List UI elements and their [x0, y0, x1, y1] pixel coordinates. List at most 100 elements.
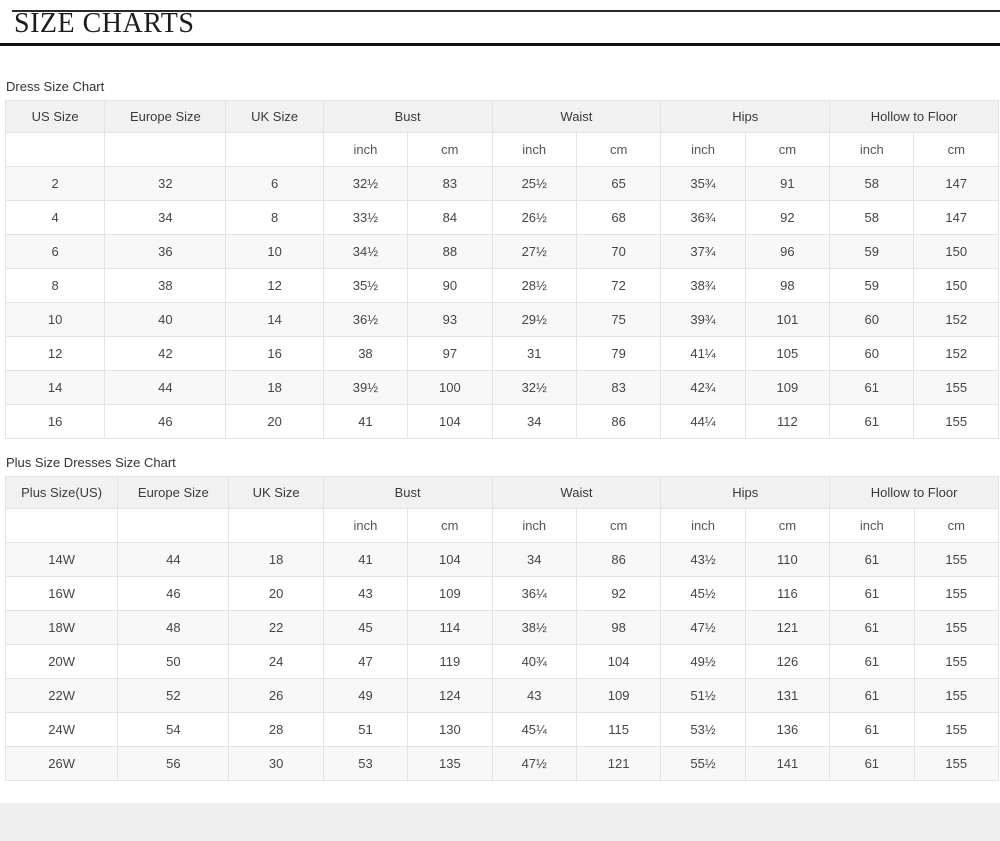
measurement-cell: 101: [744, 302, 831, 337]
unit-header-cell: cm: [744, 508, 831, 543]
measurement-cell: 41: [322, 404, 409, 439]
measurement-cell: 155: [913, 576, 999, 611]
measurement-cell: 58: [829, 166, 915, 201]
table-header-row: US Size Europe Size UK Size Bust Waist Hips Ho…: [4, 100, 999, 133]
column-header: Bust: [322, 476, 493, 509]
measurement-cell: 54: [117, 712, 230, 747]
measurement-cell: 59: [829, 234, 915, 269]
measurement-cell: 155: [913, 746, 999, 781]
size-label-cell: 8: [4, 268, 106, 303]
measurement-cell: 155: [913, 644, 999, 679]
empty-header-cell: [104, 132, 227, 167]
measurement-cell: 26: [228, 678, 324, 713]
unit-header-cell: cm: [913, 132, 999, 167]
measurement-cell: 60: [829, 336, 915, 371]
measurement-cell: 97: [407, 336, 493, 371]
column-header: Hollow to Floor: [829, 476, 999, 509]
size-label-cell: 16: [4, 404, 106, 439]
measurement-cell: 86: [575, 542, 662, 577]
measurement-cell: 10: [225, 234, 324, 269]
measurement-cell: 34: [491, 542, 577, 577]
column-header: UK Size: [225, 100, 324, 133]
unit-header-cell: cm: [744, 132, 831, 167]
unit-header-cell: inch: [322, 508, 409, 543]
column-header: Hollow to Floor: [829, 100, 999, 133]
unit-header-cell: cm: [575, 508, 662, 543]
measurement-cell: 61: [829, 746, 915, 781]
measurement-cell: 109: [407, 576, 493, 611]
measurement-cell: 109: [744, 370, 831, 405]
column-header: Waist: [491, 476, 662, 509]
measurement-cell: 26½: [491, 200, 577, 235]
measurement-cell: 32½: [322, 166, 409, 201]
measurement-cell: 83: [407, 166, 493, 201]
table-row: 16 46 20 41 104 34 86 44¼ 112 61 155: [4, 404, 999, 439]
measurement-cell: 84: [407, 200, 493, 235]
measurement-cell: 147: [913, 200, 999, 235]
size-label-cell: 14W: [4, 542, 119, 577]
measurement-cell: 155: [913, 542, 999, 577]
measurement-cell: 124: [407, 678, 493, 713]
measurement-cell: 44: [117, 542, 230, 577]
measurement-cell: 55½: [660, 746, 746, 781]
measurement-cell: 28: [228, 712, 324, 747]
measurement-cell: 52: [117, 678, 230, 713]
measurement-cell: 61: [829, 610, 915, 645]
measurement-cell: 36¼: [491, 576, 577, 611]
unit-header-row: inch cm inch cm inch cm inch cm: [4, 132, 999, 167]
measurement-cell: 16: [225, 336, 324, 371]
measurement-cell: 34: [491, 404, 577, 439]
measurement-cell: 14: [225, 302, 324, 337]
measurement-cell: 59: [829, 268, 915, 303]
measurement-cell: 65: [575, 166, 662, 201]
measurement-cell: 152: [913, 336, 999, 371]
measurement-cell: 49: [322, 678, 409, 713]
size-label-cell: 22W: [4, 678, 119, 713]
empty-header-cell: [4, 132, 106, 167]
measurement-cell: 86: [575, 404, 662, 439]
measurement-cell: 60: [829, 302, 915, 337]
measurement-cell: 58: [829, 200, 915, 235]
column-header: Hips: [660, 476, 831, 509]
unit-header-cell: inch: [660, 508, 746, 543]
measurement-cell: 70: [575, 234, 662, 269]
unit-header-cell: inch: [660, 132, 746, 167]
unit-header-cell: cm: [575, 132, 662, 167]
empty-header-cell: [117, 508, 230, 543]
empty-header-cell: [228, 508, 324, 543]
measurement-cell: 119: [407, 644, 493, 679]
measurement-cell: 104: [407, 404, 493, 439]
measurement-cell: 37¾: [660, 234, 746, 269]
measurement-cell: 38¾: [660, 268, 746, 303]
measurement-cell: 32: [104, 166, 227, 201]
measurement-cell: 18: [228, 542, 324, 577]
empty-header-cell: [225, 132, 324, 167]
measurement-cell: 34: [104, 200, 227, 235]
size-label-cell: 12: [4, 336, 106, 371]
size-label-cell: 20W: [4, 644, 119, 679]
page-title: SIZE CHARTS: [14, 8, 195, 39]
measurement-cell: 20: [225, 404, 324, 439]
measurement-cell: 6: [225, 166, 324, 201]
measurement-cell: 38½: [491, 610, 577, 645]
measurement-cell: 98: [575, 610, 662, 645]
measurement-cell: 92: [744, 200, 831, 235]
plus-size-chart-caption: Plus Size Dresses Size Chart: [6, 455, 176, 470]
measurement-cell: 43: [491, 678, 577, 713]
size-label-cell: 16W: [4, 576, 119, 611]
size-label-cell: 18W: [4, 610, 119, 645]
measurement-cell: 75: [575, 302, 662, 337]
table-row: 8 38 12 35½ 90 28½ 72 38¾ 98 59 150: [4, 268, 999, 303]
column-header: Europe Size: [117, 476, 230, 509]
measurement-cell: 61: [829, 678, 915, 713]
measurement-cell: 53: [322, 746, 409, 781]
size-label-cell: 6: [4, 234, 106, 269]
size-label-cell: 2: [4, 166, 106, 201]
measurement-cell: 104: [407, 542, 493, 577]
measurement-cell: 72: [575, 268, 662, 303]
measurement-cell: 114: [407, 610, 493, 645]
column-header: Hips: [660, 100, 831, 133]
size-table: US Size Europe Size UK Size Bust Waist Hips Ho…: [4, 100, 999, 439]
table-row: 12 42 16 38 97 31 79 41¼ 105 60 152: [4, 336, 999, 371]
unit-header-row: inch cm inch cm inch cm inch cm: [4, 508, 999, 543]
